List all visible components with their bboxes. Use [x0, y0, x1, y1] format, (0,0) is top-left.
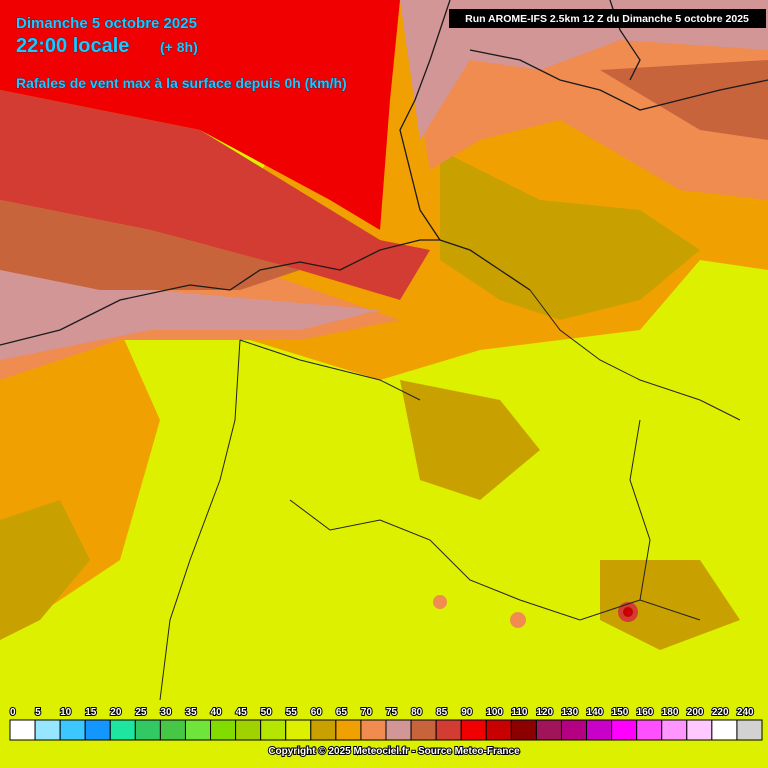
legend-label: 120: [536, 707, 553, 718]
legend-label: 90: [461, 707, 473, 718]
legend-swatch: [310, 719, 337, 741]
legend-swatch: [460, 719, 487, 741]
legend-label: 55: [286, 707, 298, 718]
legend-swatch: [9, 719, 36, 741]
legend-label: 150: [612, 707, 629, 718]
legend-swatch: [184, 719, 212, 741]
run-info-box: [449, 9, 766, 28]
legend-label: 45: [236, 707, 248, 718]
legend-swatch: [686, 719, 713, 741]
legend-swatch: [435, 719, 462, 741]
legend-swatch: [335, 719, 362, 741]
legend-label: 160: [637, 707, 654, 718]
legend-label: 35: [185, 707, 197, 718]
legend-label: 130: [561, 707, 578, 718]
legend-swatch: [510, 719, 537, 741]
lead-time: (+ 8h): [160, 39, 198, 55]
legend-label: 70: [361, 707, 373, 718]
legend-swatch: [109, 719, 136, 741]
legend-swatch: [260, 719, 287, 741]
legend-label: 200: [687, 707, 704, 718]
legend-label: 240: [737, 707, 754, 718]
legend-label: 40: [211, 707, 223, 718]
legend-swatch: [159, 719, 186, 741]
legend-label: 140: [587, 707, 604, 718]
legend-swatch: [385, 719, 412, 741]
legend-label: 50: [261, 707, 273, 718]
legend-swatch: [235, 719, 262, 741]
time: 22:00 locale: [16, 35, 129, 57]
legend-label: 10: [60, 707, 72, 718]
legend-label: 80: [411, 707, 423, 718]
legend-label: 85: [436, 707, 448, 718]
legend-label: 5: [35, 707, 41, 718]
borders: [159, 289, 741, 701]
legend-swatch: [535, 719, 562, 741]
legend-swatch: [611, 719, 638, 741]
legend-swatch: [661, 719, 688, 741]
legend-label: 60: [311, 707, 323, 718]
legend-label: 20: [110, 707, 122, 718]
legend-swatch: [485, 719, 512, 741]
legend-label: 180: [662, 707, 679, 718]
run-info: Run AROME-IFS 2.5km 12 Z du Dimanche 5 o…: [465, 13, 749, 25]
parameter: Rafales de vent max à la surface depuis …: [16, 75, 347, 91]
legend-swatch: [636, 719, 663, 741]
legend-swatch: [410, 719, 437, 741]
legend-swatch: [360, 719, 387, 741]
legend-swatch: [711, 719, 738, 741]
legend-swatch: [736, 719, 763, 741]
legend-swatch: [59, 719, 86, 741]
legend-swatch: [134, 719, 161, 741]
copyright: Copyright © 2025 Meteociel.fr - Source M…: [268, 746, 520, 757]
legend: 0 5 10 15 20 25 30 35 40 45 50 55 60 65 70 75 80 85 90 100 1…: [9, 706, 763, 741]
legend-label: 110: [511, 707, 528, 718]
coastlines: [0, 0, 768, 346]
legend-swatch: [34, 719, 61, 741]
legend-swatch: [210, 719, 237, 741]
legend-swatch: [84, 719, 111, 741]
legend-label: 25: [135, 707, 147, 718]
legend-swatch: [560, 719, 588, 741]
legend-label: 65: [336, 707, 348, 718]
legend-label: 30: [160, 707, 172, 718]
legend-label: 0: [10, 707, 16, 718]
legend-label: 15: [85, 707, 97, 718]
legend-swatch: [586, 719, 613, 741]
legend-label: 220: [712, 707, 729, 718]
legend-label: 75: [386, 707, 398, 718]
date: Dimanche 5 octobre 2025: [16, 15, 197, 32]
legend-label: 100: [486, 707, 503, 718]
legend-swatch: [285, 719, 312, 741]
